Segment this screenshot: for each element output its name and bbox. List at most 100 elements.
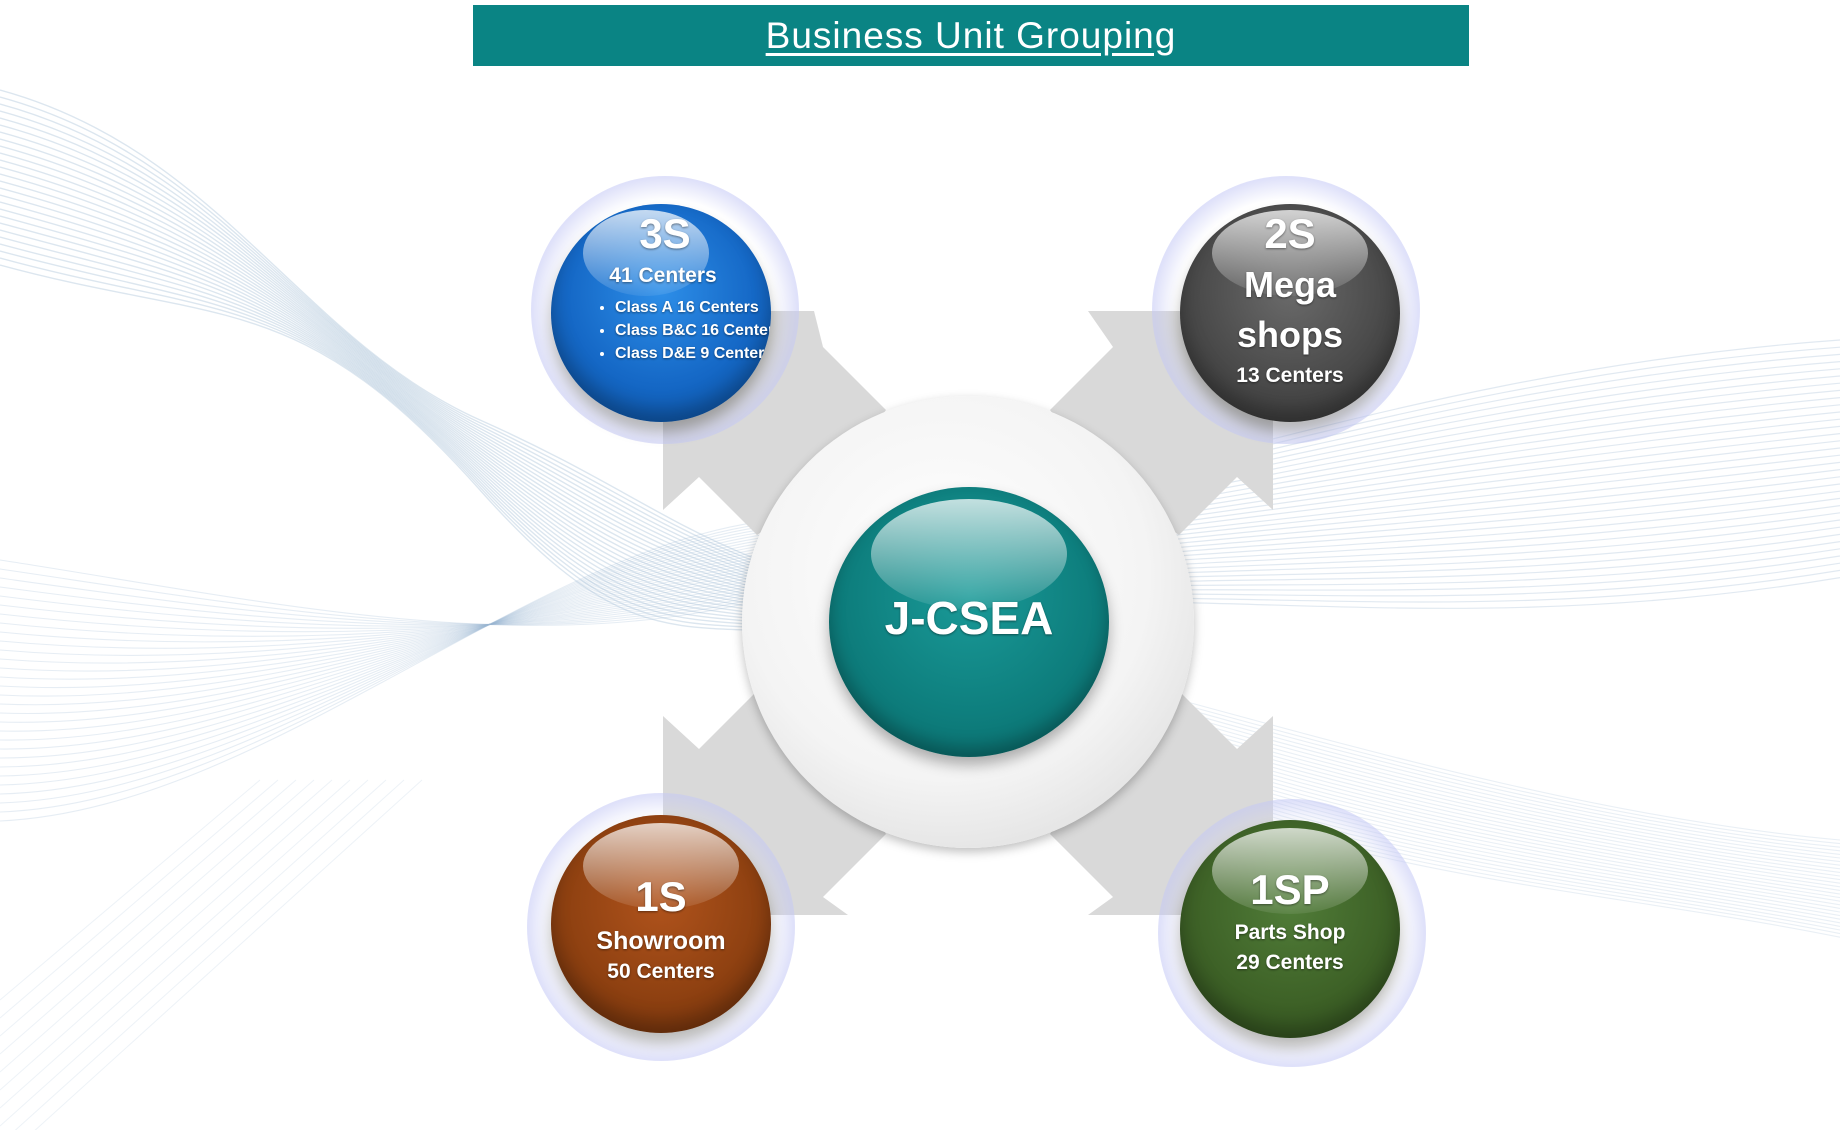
wave-line: [0, 556, 761, 706]
node-3s-class-item: Class A 16 Centers: [615, 296, 771, 319]
wave-line: [0, 575, 761, 649]
node-2s-code: 2S: [1264, 210, 1316, 257]
wave-line: [0, 567, 761, 672]
wave-line: [0, 540, 761, 759]
wave-line: [0, 124, 901, 612]
wave-line: [1149, 512, 1840, 567]
wave-line: [1179, 717, 1840, 859]
node-2s-centers: 13 Centers: [1236, 364, 1344, 387]
center-node: J-CSEA: [829, 487, 1109, 757]
wave-line: [0, 152, 901, 620]
wave-line: [1149, 461, 1840, 539]
wave-line: [0, 559, 761, 626]
wave-line: [0, 531, 761, 786]
node-1sp-code: 1SP: [1250, 866, 1330, 913]
wave-line: [0, 585, 761, 629]
wave-line: [0, 138, 901, 616]
node-3s-class-item: Class B&C 16 Centers: [615, 319, 771, 342]
wave-line: [1179, 721, 1840, 863]
wave-line: [0, 166, 901, 624]
wave-line: [1179, 703, 1840, 845]
wave-line: [1149, 454, 1840, 535]
node-2s-line1: Mega: [1243, 264, 1337, 305]
title-bar: Business Unit Grouping: [473, 5, 1469, 66]
wave-line: [1149, 483, 1840, 551]
wave-line: [0, 526, 761, 804]
wave-line: [0, 572, 761, 657]
wave-line: [0, 779, 261, 1001]
wave-line: [1149, 562, 1840, 597]
wave-line: [1149, 447, 1840, 531]
wave-line: [0, 550, 761, 723]
wave-line: [1149, 505, 1840, 563]
node-3s: 3S 41 Centers Class A 16 Centers Class B…: [551, 204, 771, 422]
wave-line: [0, 569, 761, 664]
node-1sp-centers: 29 Centers: [1236, 951, 1344, 974]
wave-line: [1179, 728, 1840, 870]
node-1sp: 1SP Parts Shop 29 Centers: [1180, 820, 1400, 1038]
wave-line: [1179, 749, 1840, 891]
wave-line: [0, 529, 761, 795]
wave-line: [1149, 569, 1840, 603]
node-3s-code: 3S: [639, 210, 691, 257]
node-3s-class-item: Class D&E 9 Centers: [615, 342, 771, 365]
wave-line: [1149, 577, 1840, 609]
node-1s: 1S Showroom 50 Centers: [551, 815, 771, 1033]
wave-line: [0, 779, 279, 1019]
wave-line: [0, 561, 761, 689]
wave-line: [0, 779, 315, 1055]
node-1sp-subtitle: Parts Shop: [1234, 921, 1346, 944]
wave-line: [0, 117, 901, 610]
wave-line: [1179, 746, 1840, 888]
wave-line: [1179, 764, 1840, 906]
wave-line: [0, 588, 761, 627]
node-1s-code: 1S: [635, 873, 687, 920]
wave-line: [0, 96, 901, 603]
wave-line: [1179, 710, 1840, 852]
wave-line: [1179, 735, 1840, 877]
wave-line: [0, 779, 333, 1073]
wave-line: [0, 89, 901, 601]
wave-line: [1149, 389, 1840, 499]
wave-line: [0, 173, 901, 626]
wave-line: [0, 580, 761, 637]
center-label: J-CSEA: [884, 592, 1054, 644]
wave-line: [0, 523, 761, 813]
wave-line: [1149, 397, 1840, 503]
wave-line: [0, 548, 761, 732]
wave-line: [1179, 724, 1840, 866]
wave-line: [1149, 411, 1840, 511]
node-1s-centers: 50 Centers: [607, 960, 715, 983]
wave-line: [0, 537, 761, 768]
diagram-title: Business Unit Grouping: [765, 14, 1177, 56]
wave-line: [1149, 548, 1840, 587]
wave-line: [1179, 757, 1840, 899]
wave-line: [1179, 713, 1840, 855]
wave-line: [0, 779, 351, 1091]
wave-line: [0, 180, 901, 628]
wave-line: [1179, 706, 1840, 848]
node-3s-class-list: Class A 16 Centers Class B&C 16 Centers …: [579, 296, 771, 365]
wave-line: [0, 568, 761, 626]
wave-line: [1149, 476, 1840, 547]
wave-line: [1179, 699, 1840, 841]
wave-line: [1179, 753, 1840, 895]
wave-line: [1149, 533, 1840, 579]
wave-line: [1149, 541, 1840, 583]
wave-line: [0, 103, 901, 605]
wave-line: [1149, 433, 1840, 523]
wave-line: [1149, 555, 1840, 591]
wave-line: [1179, 767, 1840, 909]
wave-line: [0, 159, 901, 622]
wave-line: [0, 779, 387, 1127]
wave-line: [0, 545, 761, 741]
wave-line: [0, 779, 369, 1109]
wave-line: [1179, 742, 1840, 884]
wave-line: [1149, 425, 1840, 519]
wave-line: [14, 779, 405, 1130]
node-1s-subtitle: Showroom: [596, 927, 726, 955]
wave-line: [0, 558, 761, 697]
wave-line: [1149, 404, 1840, 507]
wave-line: [1179, 731, 1840, 873]
wave-line: [1149, 490, 1840, 555]
